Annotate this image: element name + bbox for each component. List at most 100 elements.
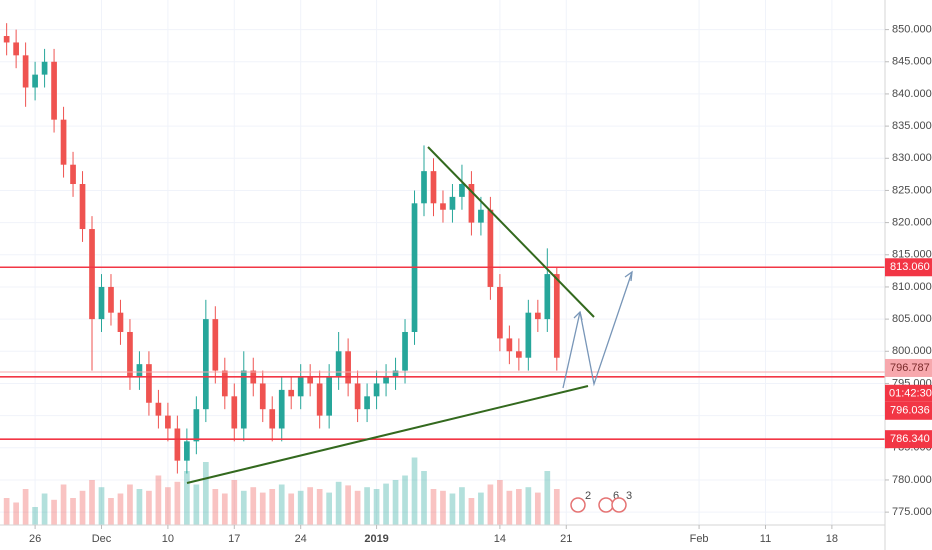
candle-body (288, 389, 295, 397)
candle-body (364, 396, 370, 410)
candle-body (240, 370, 247, 429)
volume-bar (212, 489, 219, 525)
volume-bar (22, 489, 29, 525)
candle-body (478, 209, 484, 223)
volume-bar (165, 487, 171, 525)
candle-body (127, 331, 133, 378)
y-tick-label: 805.000 (892, 313, 932, 325)
candle-body (326, 377, 332, 416)
volume-bar (155, 475, 162, 525)
candle-body (89, 229, 95, 320)
event-icon (598, 497, 614, 513)
volume-bar (392, 480, 399, 525)
trend-line (427, 146, 595, 318)
volume-bar (184, 471, 190, 525)
candle-body (212, 319, 219, 371)
candle-body (430, 171, 437, 204)
volume-bar (89, 480, 95, 525)
x-tick-label: 10 (162, 533, 174, 545)
candle-body (79, 184, 86, 230)
volume-bar (402, 475, 408, 525)
candle-body (98, 286, 105, 320)
price-line-layer (0, 266, 885, 440)
candle-body (449, 196, 456, 210)
y-tick-label: 845.000 (892, 56, 932, 68)
candle-body (335, 351, 342, 378)
volume-bar (117, 493, 124, 525)
candle-body (316, 383, 323, 416)
price-label: 786.340 (890, 433, 930, 445)
candle-body (307, 377, 314, 384)
volume-bar (250, 487, 257, 525)
event-icon (570, 497, 586, 513)
event-count: 2 (585, 490, 591, 502)
volume-bar (127, 484, 133, 525)
candle-body (70, 164, 76, 185)
candle-body (354, 383, 361, 410)
candle-body (174, 428, 181, 461)
volume-bar (231, 480, 238, 525)
volume-bar (497, 480, 503, 525)
x-tick-label: 24 (295, 533, 307, 545)
y-tick-label: 850.000 (892, 24, 932, 36)
y-tick-label: 835.000 (892, 120, 932, 132)
volume-bar (221, 493, 228, 525)
candle-body (516, 351, 522, 358)
volume-bar (136, 489, 143, 525)
x-tick-label: 21 (560, 533, 572, 545)
volume-layer (3, 457, 560, 525)
y-tick-label: 825.000 (892, 184, 932, 196)
volume-bar (373, 489, 380, 525)
y-tick-label: 820.000 (892, 217, 932, 229)
volume-bar (468, 498, 475, 525)
volume-bar (297, 490, 304, 525)
price-label-box (885, 258, 932, 277)
volume-bar (459, 487, 465, 525)
volume-bar (487, 484, 494, 525)
projection-arrow (562, 271, 633, 389)
candle-body (3, 36, 10, 43)
candle-body (155, 402, 162, 416)
x-tick-label: 17 (228, 533, 240, 545)
event-count: 6 (613, 490, 619, 502)
volume-bar (449, 493, 456, 525)
volume-bar (240, 490, 247, 525)
volume-bar (516, 489, 522, 525)
volume-bar (269, 489, 276, 525)
volume-bar (354, 490, 361, 525)
volume-bar (345, 485, 351, 525)
candle-body (184, 441, 190, 461)
volume-bar (41, 493, 48, 525)
volume-bar (478, 492, 484, 525)
price-label: 796.787 (890, 362, 930, 374)
x-tick-label: 26 (29, 533, 41, 545)
event-icon (611, 497, 627, 513)
x-tick-label: Dec (92, 533, 112, 545)
candle-body (544, 274, 551, 320)
volume-bar (193, 484, 200, 525)
trend-line (186, 385, 589, 484)
candle-body (51, 61, 57, 120)
volume-bar (506, 490, 513, 525)
arrow-head (573, 310, 583, 321)
price-label-box (885, 401, 932, 420)
candle-body (165, 415, 171, 429)
candle-body (497, 286, 503, 339)
candle-body (259, 383, 266, 410)
y-tick-label: 800.000 (892, 345, 932, 357)
volume-bar (51, 499, 57, 525)
x-tick-label: 11 (760, 533, 771, 545)
candle-body (60, 119, 67, 165)
volume-bar (421, 471, 427, 525)
y-tick-label: 830.000 (892, 152, 932, 164)
volume-bar (288, 493, 295, 525)
candle-body (553, 274, 560, 358)
price-label-box (885, 358, 932, 377)
candle-body (146, 364, 152, 403)
candle-body (22, 55, 29, 88)
candle-body (525, 312, 532, 358)
price-label-box (885, 430, 932, 449)
x-tick-label: 2019 (364, 533, 388, 545)
candle-body (373, 383, 380, 397)
